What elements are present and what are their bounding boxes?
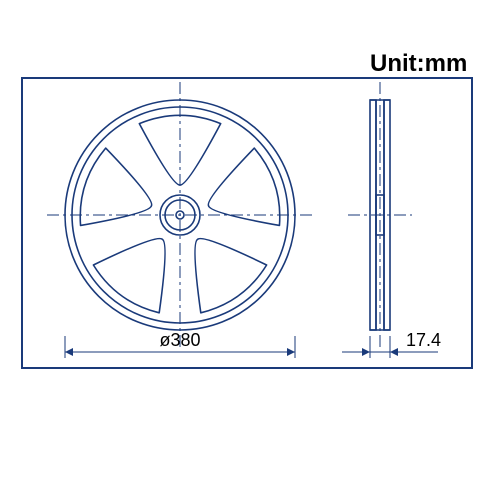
diagram-canvas: Unit:mm ø380 17.4 [0, 0, 500, 500]
svg-text:ø380: ø380 [159, 330, 200, 350]
svg-text:17.4: 17.4 [406, 330, 441, 350]
unit-label: Unit:mm [370, 50, 467, 78]
